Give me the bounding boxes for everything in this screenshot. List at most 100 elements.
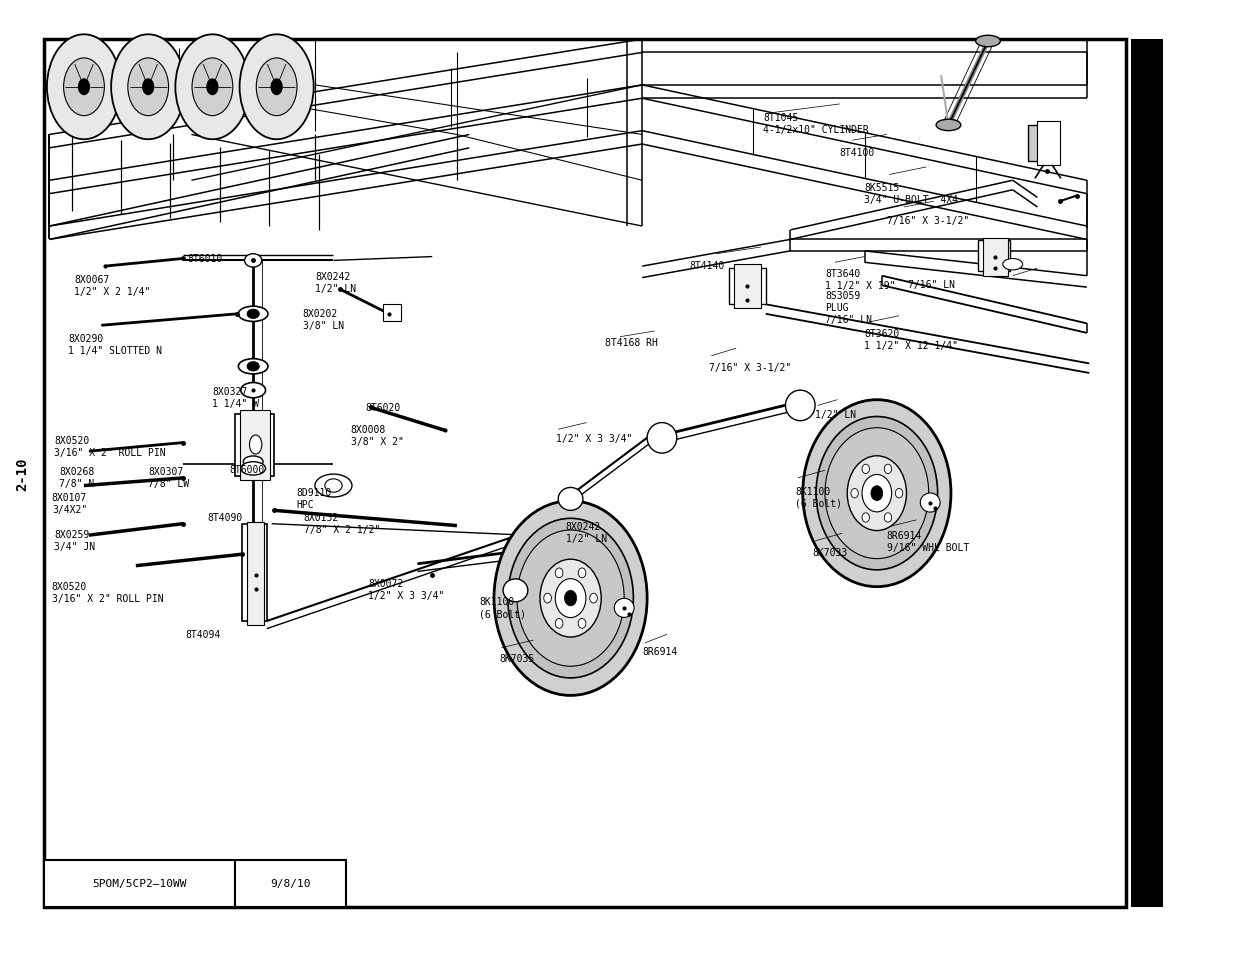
Text: 2-10: 2-10	[15, 456, 30, 491]
Text: 8T4140: 8T4140	[689, 261, 725, 271]
Ellipse shape	[241, 462, 266, 476]
Text: 8X0008
3/8" X 2": 8X0008 3/8" X 2"	[351, 425, 404, 447]
Ellipse shape	[142, 80, 153, 95]
Text: 8T3640
1 1/2" X 19": 8T3640 1 1/2" X 19"	[825, 269, 895, 291]
Text: 8D9110
HPC: 8D9110 HPC	[296, 488, 332, 510]
Ellipse shape	[175, 35, 249, 140]
Ellipse shape	[240, 35, 314, 140]
Ellipse shape	[578, 568, 585, 578]
Bar	[240, 411, 270, 480]
Ellipse shape	[920, 494, 940, 513]
Ellipse shape	[206, 80, 217, 95]
Ellipse shape	[976, 36, 1000, 48]
Bar	[235, 415, 274, 476]
Bar	[242, 524, 267, 621]
Text: 8S3059
PLUG
7/16" LN: 8S3059 PLUG 7/16" LN	[825, 291, 872, 325]
Ellipse shape	[590, 594, 598, 603]
Text: 8X0072
1/2" X 3 3/4": 8X0072 1/2" X 3 3/4"	[368, 578, 445, 600]
Ellipse shape	[816, 417, 937, 570]
Text: 1/2" X 3 3/4": 1/2" X 3 3/4"	[556, 434, 632, 443]
Bar	[247, 522, 264, 625]
Ellipse shape	[895, 489, 903, 498]
Bar	[1131, 40, 1163, 907]
Text: 8T4094: 8T4094	[185, 629, 221, 639]
Ellipse shape	[503, 579, 527, 602]
Text: 8X0107
3/4X2": 8X0107 3/4X2"	[52, 493, 88, 515]
Bar	[983, 238, 1008, 276]
Text: 8X0242
1/2" LN: 8X0242 1/2" LN	[566, 521, 606, 543]
Text: 8K5515
3/4" U-BOLT  4X4: 8K5515 3/4" U-BOLT 4X4	[864, 183, 958, 205]
Ellipse shape	[508, 518, 634, 679]
Ellipse shape	[862, 514, 869, 522]
Bar	[235, 860, 346, 907]
Ellipse shape	[315, 475, 352, 497]
Text: 8R6914: 8R6914	[642, 646, 678, 656]
Ellipse shape	[245, 254, 262, 268]
Text: 8K7033: 8K7033	[813, 547, 848, 557]
Ellipse shape	[543, 594, 551, 603]
Ellipse shape	[847, 456, 906, 531]
Ellipse shape	[871, 486, 883, 501]
Bar	[978, 241, 1010, 272]
Ellipse shape	[247, 362, 259, 372]
Ellipse shape	[111, 35, 185, 140]
Ellipse shape	[494, 501, 647, 696]
Text: 8X0202
3/8" LN: 8X0202 3/8" LN	[303, 309, 343, 331]
Bar	[1037, 122, 1060, 166]
Bar	[734, 265, 761, 309]
Ellipse shape	[862, 465, 869, 474]
Ellipse shape	[862, 475, 892, 513]
Ellipse shape	[558, 488, 583, 511]
Bar	[1028, 126, 1058, 162]
Ellipse shape	[936, 120, 961, 132]
Text: 8T4090: 8T4090	[207, 513, 243, 522]
Text: 8X0259
3/4" JN: 8X0259 3/4" JN	[54, 530, 95, 552]
Ellipse shape	[785, 391, 815, 421]
Ellipse shape	[825, 428, 929, 559]
Ellipse shape	[191, 59, 232, 116]
Ellipse shape	[64, 59, 104, 116]
Ellipse shape	[803, 400, 951, 587]
Ellipse shape	[884, 465, 892, 474]
Ellipse shape	[247, 310, 259, 319]
Text: 8X0268
7/8" N: 8X0268 7/8" N	[59, 467, 95, 489]
Ellipse shape	[47, 35, 121, 140]
Ellipse shape	[556, 579, 585, 618]
Text: 8K1100
(6 Bolt): 8K1100 (6 Bolt)	[479, 597, 526, 618]
Ellipse shape	[325, 479, 342, 493]
Bar	[44, 860, 235, 907]
Text: 8T6000: 8T6000	[230, 464, 266, 474]
Ellipse shape	[128, 59, 168, 116]
Ellipse shape	[238, 359, 268, 375]
Ellipse shape	[243, 456, 263, 468]
Ellipse shape	[884, 514, 892, 522]
Text: 7/16" X 3-1/2": 7/16" X 3-1/2"	[709, 362, 792, 372]
Bar	[44, 40, 1126, 907]
Text: 8X0132
7/8" X 2 1/2": 8X0132 7/8" X 2 1/2"	[304, 513, 380, 535]
Bar	[729, 269, 766, 305]
Text: 8X0067
1/2" X 2 1/4": 8X0067 1/2" X 2 1/4"	[74, 274, 151, 296]
Bar	[383, 305, 401, 322]
Ellipse shape	[556, 618, 563, 629]
Text: 8T1045
4-1/2x10" CYLINDER: 8T1045 4-1/2x10" CYLINDER	[763, 112, 869, 134]
Text: 8X0520
3/16" X 2" ROLL PIN: 8X0520 3/16" X 2" ROLL PIN	[54, 436, 165, 457]
Text: 8T6020: 8T6020	[366, 402, 401, 412]
Text: 8X0242
1/2" LN: 8X0242 1/2" LN	[315, 272, 356, 294]
Ellipse shape	[578, 618, 585, 629]
Text: 8T4168 RH: 8T4168 RH	[605, 337, 658, 347]
Text: 8X0520
3/16" X 2" ROLL PIN: 8X0520 3/16" X 2" ROLL PIN	[52, 581, 163, 603]
Ellipse shape	[238, 307, 268, 322]
Ellipse shape	[556, 568, 563, 578]
Text: 7/16" X 3-1/2": 7/16" X 3-1/2"	[887, 215, 969, 225]
Ellipse shape	[614, 598, 634, 618]
Ellipse shape	[517, 531, 624, 666]
Ellipse shape	[249, 436, 262, 455]
Ellipse shape	[540, 559, 601, 638]
Text: 8T4100: 8T4100	[840, 148, 876, 157]
Text: 8R6914
9/16" WHL BOLT: 8R6914 9/16" WHL BOLT	[887, 531, 969, 553]
Text: 8X0307
7/8" LW: 8X0307 7/8" LW	[148, 466, 189, 488]
Ellipse shape	[851, 489, 858, 498]
Ellipse shape	[257, 59, 296, 116]
Text: 8X0327
1 1/4" W: 8X0327 1 1/4" W	[212, 387, 259, 409]
Ellipse shape	[241, 383, 266, 398]
